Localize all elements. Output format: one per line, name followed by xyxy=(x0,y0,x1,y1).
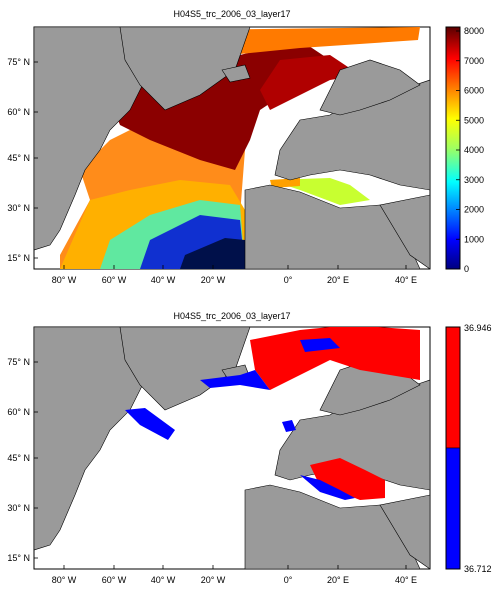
colorbar2-low xyxy=(445,447,461,570)
bin-low-nordic-north xyxy=(300,338,340,352)
lon-label: 20° W xyxy=(201,575,226,585)
bin-low-labrador xyxy=(125,408,175,440)
lon-label: 0° xyxy=(284,575,293,585)
land-iceland xyxy=(221,64,251,83)
lat-label: 45° N xyxy=(7,153,30,163)
colorbar2-min-label: 36.712 xyxy=(464,564,492,574)
land-arabia-2 xyxy=(379,494,430,569)
land-greenland xyxy=(119,27,251,111)
lat-label: 30° N xyxy=(7,503,30,513)
lon-label: 80° W xyxy=(52,575,77,585)
lon-label: 20° W xyxy=(201,275,226,285)
panel2-map: 36.946 36.712 75° N 60° N 45° N 30° N 15° N 8… xyxy=(7,323,492,585)
land-arabia xyxy=(379,194,430,269)
lon-label: 20° E xyxy=(327,575,349,585)
lon-label: 40° E xyxy=(395,575,417,585)
bin-low-small xyxy=(282,420,296,432)
colorbar1-tick-label: 1000 xyxy=(464,234,484,244)
colorbar1-tick-label: 6000 xyxy=(464,86,484,96)
land-greenland-2 xyxy=(119,327,251,411)
colorbar1 xyxy=(445,26,461,270)
lat-label: 75° N xyxy=(7,357,30,367)
tracer-field-norway xyxy=(260,55,360,110)
lon-label: 40° W xyxy=(151,575,176,585)
colorbar1-tick-label: 2000 xyxy=(464,205,484,215)
lon-label: 20° E xyxy=(327,275,349,285)
lon-label: 60° W xyxy=(102,275,127,285)
lon-label: 60° W xyxy=(102,575,127,585)
panel1-title: H04S5_trc_2006_03_layer17 xyxy=(173,9,291,19)
lon-label: 40° E xyxy=(395,275,417,285)
colorbar2-high xyxy=(445,326,461,449)
colorbar1-tick-label: 4000 xyxy=(464,145,484,155)
lat-label: 75° N xyxy=(7,57,30,67)
lon-label: 80° W xyxy=(52,275,77,285)
colorbar1-tick-label: 5000 xyxy=(464,115,484,125)
colorbar2-max-label: 36.946 xyxy=(464,323,492,333)
bin-low-med xyxy=(300,475,355,500)
colorbar1-tick-label: 0 xyxy=(464,264,469,274)
lat-label: 60° N xyxy=(7,407,30,417)
lon-label: 0° xyxy=(284,275,293,285)
land-scandinavia xyxy=(319,59,421,116)
panel2-title: H04S5_trc_2006_03_layer17 xyxy=(173,311,291,321)
tracer-field-darkblue xyxy=(180,238,245,269)
bin-high-nordic xyxy=(250,327,420,390)
lon-label: 40° W xyxy=(151,275,176,285)
colorbar1-tick-label: 8000 xyxy=(464,26,484,36)
tracer-field-med-west xyxy=(270,178,300,188)
bin-high-med xyxy=(310,458,385,500)
lat-label: 30° N xyxy=(7,203,30,213)
lat-label: 15° N xyxy=(7,553,30,563)
bin-low-nordic-edge xyxy=(200,370,270,390)
lat-label: 60° N xyxy=(7,107,30,117)
colorbar1-tick-label: 3000 xyxy=(464,175,484,185)
lat-label: 45° N xyxy=(7,453,30,463)
colorbar1-tick-label: 7000 xyxy=(464,56,484,66)
lat-label: 15° N xyxy=(7,253,30,263)
panel1-map: 8000 7000 6000 5000 4000 3000 2000 1000 0 75° N 6… xyxy=(7,26,484,285)
